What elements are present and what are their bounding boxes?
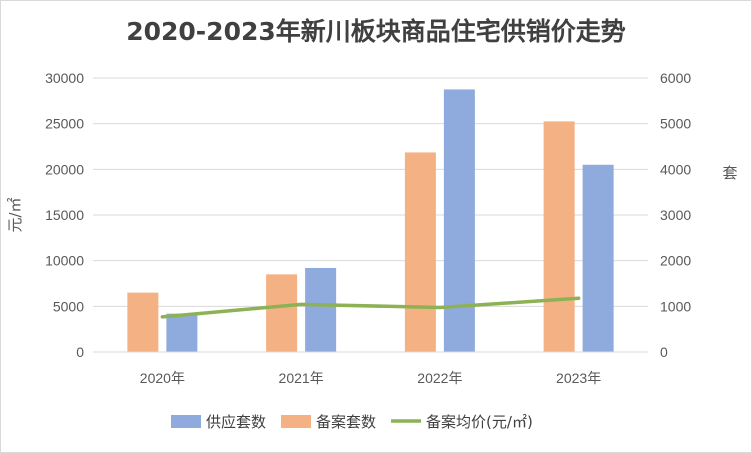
y2-tick-label: 5000 [660,116,691,132]
x-tick-label: 2020年 [140,370,185,386]
bar-supply-units [166,313,198,352]
bar-recorded-units [543,121,575,352]
y-tick-label: 30000 [45,70,84,86]
bar-recorded-units [404,152,436,352]
line-avg-price [160,296,581,319]
bar-supply-units [443,89,475,353]
y2-tick-label: 3000 [660,207,691,223]
y2-tick-label: 6000 [660,70,691,86]
bar-recorded-units [127,292,159,352]
bar-recorded-units [266,274,298,352]
x-tick-label: 2023年 [556,370,601,386]
chart-title: 2020-2023年新川板块商品住宅供销价走势 [126,17,626,46]
y2-tick-label: 0 [660,344,668,360]
legend-label: 备案均价(元/㎡) [426,413,533,431]
legend-label: 供应套数 [206,413,266,431]
y-tick-label: 25000 [45,116,84,132]
x-tick-label: 2021年 [279,370,324,386]
legend-label: 备案套数 [316,413,376,431]
y-tick-label: 5000 [53,298,84,314]
legend-swatch [281,415,312,428]
y-tick-label: 15000 [45,207,84,223]
x-tick-label: 2022年 [417,370,462,386]
legend-swatch [171,415,201,428]
y-tick-label: 0 [76,344,84,360]
y2-tick-label: 4000 [660,161,691,177]
bar-supply-units [582,164,614,352]
y-tick-label: 20000 [45,161,84,177]
y2-axis-title: 套 [722,164,737,182]
y-axis-title: 元/㎡ [6,197,24,232]
y2-tick-label: 2000 [660,253,691,269]
y-tick-label: 10000 [45,253,84,269]
bar-supply-units [305,267,337,352]
y2-tick-label: 1000 [660,298,691,314]
